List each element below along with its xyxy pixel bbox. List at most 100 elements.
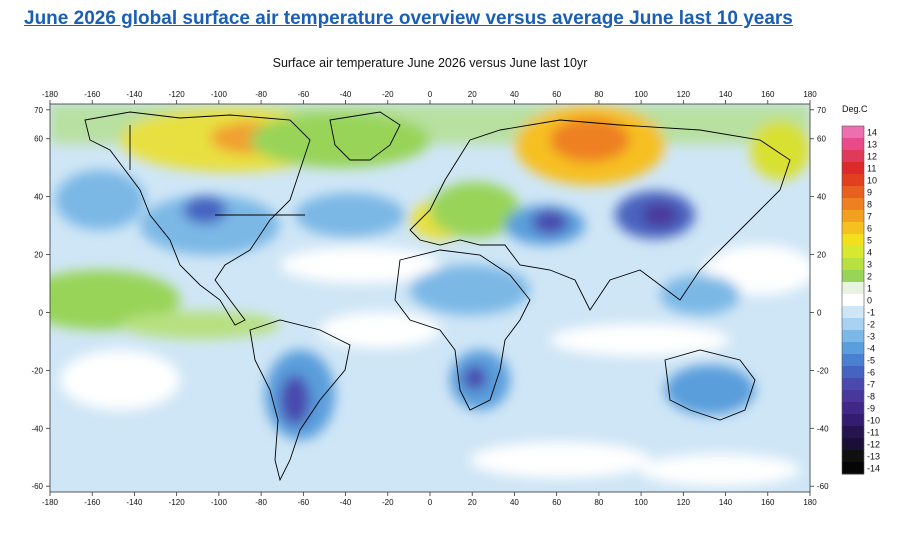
x-tick-bottom-label: -100 [211, 498, 228, 507]
colorbar-label: 14 [867, 128, 877, 138]
x-tick-top-label: -100 [211, 90, 228, 99]
x-tick-top-label: 0 [428, 90, 433, 99]
colorbar: 14131211109876543210-1-2-3-4-5-6-7-8-9-1… [841, 125, 880, 475]
colorbar-label: 1 [867, 284, 872, 294]
colorbar-swatch [842, 234, 864, 247]
x-ticks-top: -180 -160 -140 -120 -100 -80 -60 -40 -20 0 20 40 60 8… [42, 90, 817, 104]
colorbar-label: -8 [867, 392, 875, 402]
coastlines [84, 111, 791, 482]
colorbar-label: -10 [867, 416, 880, 426]
x-tick-top-label: 140 [719, 90, 733, 99]
x-tick-bottom-label: -20 [382, 498, 394, 507]
x-tick-bottom-label: -60 [298, 498, 310, 507]
x-tick-bottom-label: 0 [428, 498, 433, 507]
colorbar-label: 8 [867, 200, 872, 210]
colorbar-label: 0 [867, 296, 872, 306]
colorbar-swatch [842, 414, 864, 427]
y-ticks-left: 70 60 40 20 0 -20 -40 -60 [31, 106, 50, 491]
x-tick-bottom-label: 140 [719, 498, 733, 507]
colorbar-swatch [842, 162, 864, 175]
colorbar-swatch [842, 450, 864, 463]
colorbar-label: 9 [867, 188, 872, 198]
y-tick-right-label: -20 [817, 366, 829, 375]
x-tick-bottom-label: 60 [552, 498, 561, 507]
colorbar-swatch [842, 366, 864, 379]
x-tick-top-label: -60 [298, 90, 310, 99]
x-tick-top-label: 120 [677, 90, 691, 99]
x-tick-top-label: 160 [761, 90, 775, 99]
x-tick-top-label: 20 [468, 90, 477, 99]
y-tick-right-label: 70 [817, 106, 826, 115]
colorbar-swatch [842, 318, 864, 331]
x-tick-top-label: -180 [42, 90, 59, 99]
x-tick-bottom-label: -120 [169, 498, 186, 507]
x-tick-bottom-label: 120 [677, 498, 691, 507]
colorbar-swatch [842, 294, 864, 307]
colorbar-label: -7 [867, 380, 875, 390]
y-tick-left-label: -40 [31, 424, 43, 433]
y-tick-left-label: 0 [39, 308, 44, 317]
y-tick-right-label: 60 [817, 135, 826, 144]
x-tick-top-label: 100 [634, 90, 648, 99]
y-tick-left-label: 60 [34, 135, 43, 144]
colorbar-label: -4 [867, 344, 875, 354]
colorbar-swatch [842, 378, 864, 391]
colorbar-swatch [842, 330, 864, 343]
x-tick-top-label: 180 [803, 90, 817, 99]
colorbar-label: 5 [867, 236, 872, 246]
colorbar-swatch [842, 210, 864, 223]
colorbar-swatch [842, 138, 864, 151]
x-tick-bottom-label: -160 [84, 498, 101, 507]
y-tick-right-label: 40 [817, 193, 826, 202]
y-tick-left-label: 40 [34, 193, 43, 202]
x-tick-top-label: 60 [552, 90, 561, 99]
y-tick-right-label: -60 [817, 482, 829, 491]
colorbar-swatch [842, 402, 864, 415]
y-tick-left-label: 70 [34, 106, 43, 115]
colorbar-swatch [842, 306, 864, 319]
colorbar-swatch [842, 198, 864, 211]
map-title: Surface air temperature June 2026 versus… [272, 56, 588, 70]
x-tick-top-label: 80 [594, 90, 603, 99]
x-tick-top-label: 40 [510, 90, 519, 99]
y-tick-right-label: 0 [817, 308, 822, 317]
colorbar-swatch [842, 186, 864, 199]
colorbar-swatch [842, 150, 864, 163]
colorbar-label: 13 [867, 140, 877, 150]
colorbar-label: 12 [867, 152, 877, 162]
x-tick-top-label: -20 [382, 90, 394, 99]
colorbar-swatch [842, 462, 864, 475]
colorbar-swatch [842, 174, 864, 187]
colorbar-label: 11 [867, 164, 876, 174]
y-tick-right-label: 20 [817, 251, 826, 260]
colorbar-label: -14 [867, 464, 880, 474]
colorbar-swatch [842, 426, 864, 439]
colorbar-label: -11 [867, 428, 879, 438]
x-tick-top-label: -80 [255, 90, 267, 99]
colorbar-swatch [842, 282, 864, 295]
colorbar-label: 7 [867, 212, 872, 222]
colorbar-label: -1 [867, 308, 875, 318]
colorbar-label: -12 [867, 440, 880, 450]
y-tick-right-label: -40 [817, 424, 829, 433]
page-title: June 2026 global surface air temperature… [24, 8, 793, 29]
colorbar-label: -6 [867, 368, 875, 378]
anomaly-field [50, 104, 810, 492]
colorbar-swatch [842, 246, 864, 259]
x-tick-top-label: -120 [169, 90, 186, 99]
colorbar-label: -13 [867, 452, 880, 462]
y-tick-left-label: -60 [31, 482, 43, 491]
y-tick-left-label: -20 [31, 366, 43, 375]
colorbar-label: 3 [867, 260, 872, 270]
colorbar-swatch [842, 438, 864, 451]
colorbar-swatch [842, 222, 864, 235]
colorbar-label: 4 [867, 248, 872, 258]
y-ticks-right: 70 60 40 20 0 -20 -40 -60 [810, 106, 829, 491]
x-tick-bottom-label: -40 [340, 498, 352, 507]
colorbar-swatch [842, 258, 864, 271]
x-tick-bottom-label: 100 [634, 498, 648, 507]
x-tick-bottom-label: 180 [803, 498, 817, 507]
x-tick-top-label: -40 [340, 90, 352, 99]
colorbar-swatch [842, 354, 864, 367]
